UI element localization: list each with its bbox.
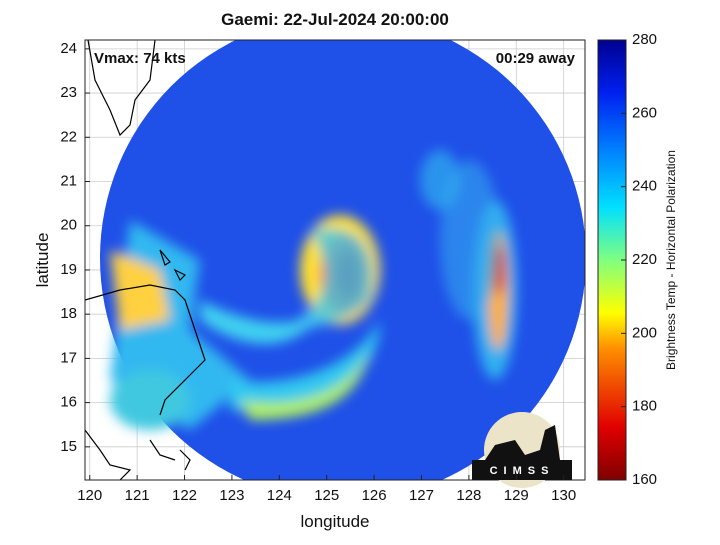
- time-away-label: 00:29 away: [496, 50, 576, 67]
- y-tick-label: 18: [60, 305, 77, 322]
- y-tick-label: 21: [60, 172, 77, 189]
- title: Gaemi: 22-Jul-2024 20:00:00: [221, 10, 449, 29]
- coastlines: [85, 40, 206, 480]
- plot-frame: [84, 39, 586, 481]
- y-tick-label: 24: [60, 40, 77, 57]
- colorbar-tick-label: 240: [632, 178, 657, 195]
- colorbar-tick-label: 260: [632, 104, 657, 121]
- y-tick-label: 16: [60, 394, 77, 411]
- x-axis-label: longitude: [300, 512, 369, 531]
- logo-text: CIMSS: [490, 465, 555, 477]
- y-tick-label: 23: [60, 84, 77, 101]
- x-tick-label: 122: [172, 487, 197, 504]
- x-tick-label: 129: [504, 487, 529, 504]
- x-tick-label: 120: [77, 487, 102, 504]
- y-tick-label: 20: [60, 217, 77, 234]
- logo: CIMSS: [472, 412, 572, 488]
- x-tick-label: 128: [456, 487, 481, 504]
- colorbar-tick-label: 200: [632, 324, 657, 341]
- y-tick-label: 15: [60, 438, 77, 455]
- colorbar-label: Brightness Temp - Horizontal Polarizatio…: [664, 150, 678, 370]
- x-tick-label: 130: [551, 487, 576, 504]
- x-tick-label: 126: [362, 487, 387, 504]
- x-tick-label: 121: [125, 487, 150, 504]
- colorbar-tick-label: 220: [632, 251, 657, 268]
- x-tick-label: 125: [314, 487, 339, 504]
- x-tick-label: 127: [409, 487, 434, 504]
- colorbar-tick-label: 160: [632, 471, 657, 488]
- y-tick-label: 19: [60, 261, 77, 278]
- y-tick-label: 17: [60, 349, 77, 366]
- vmax-label: Vmax: 74 kts: [94, 50, 186, 67]
- colorbar-tick-label: 180: [632, 398, 657, 415]
- y-axis-label: latitude: [33, 233, 52, 288]
- y-tick-label: 22: [60, 128, 77, 145]
- brightness-swath: [100, 40, 585, 480]
- x-tick-label: 124: [267, 487, 292, 504]
- x-tick-label: 123: [219, 487, 244, 504]
- colorbar-tick-label: 280: [632, 31, 657, 48]
